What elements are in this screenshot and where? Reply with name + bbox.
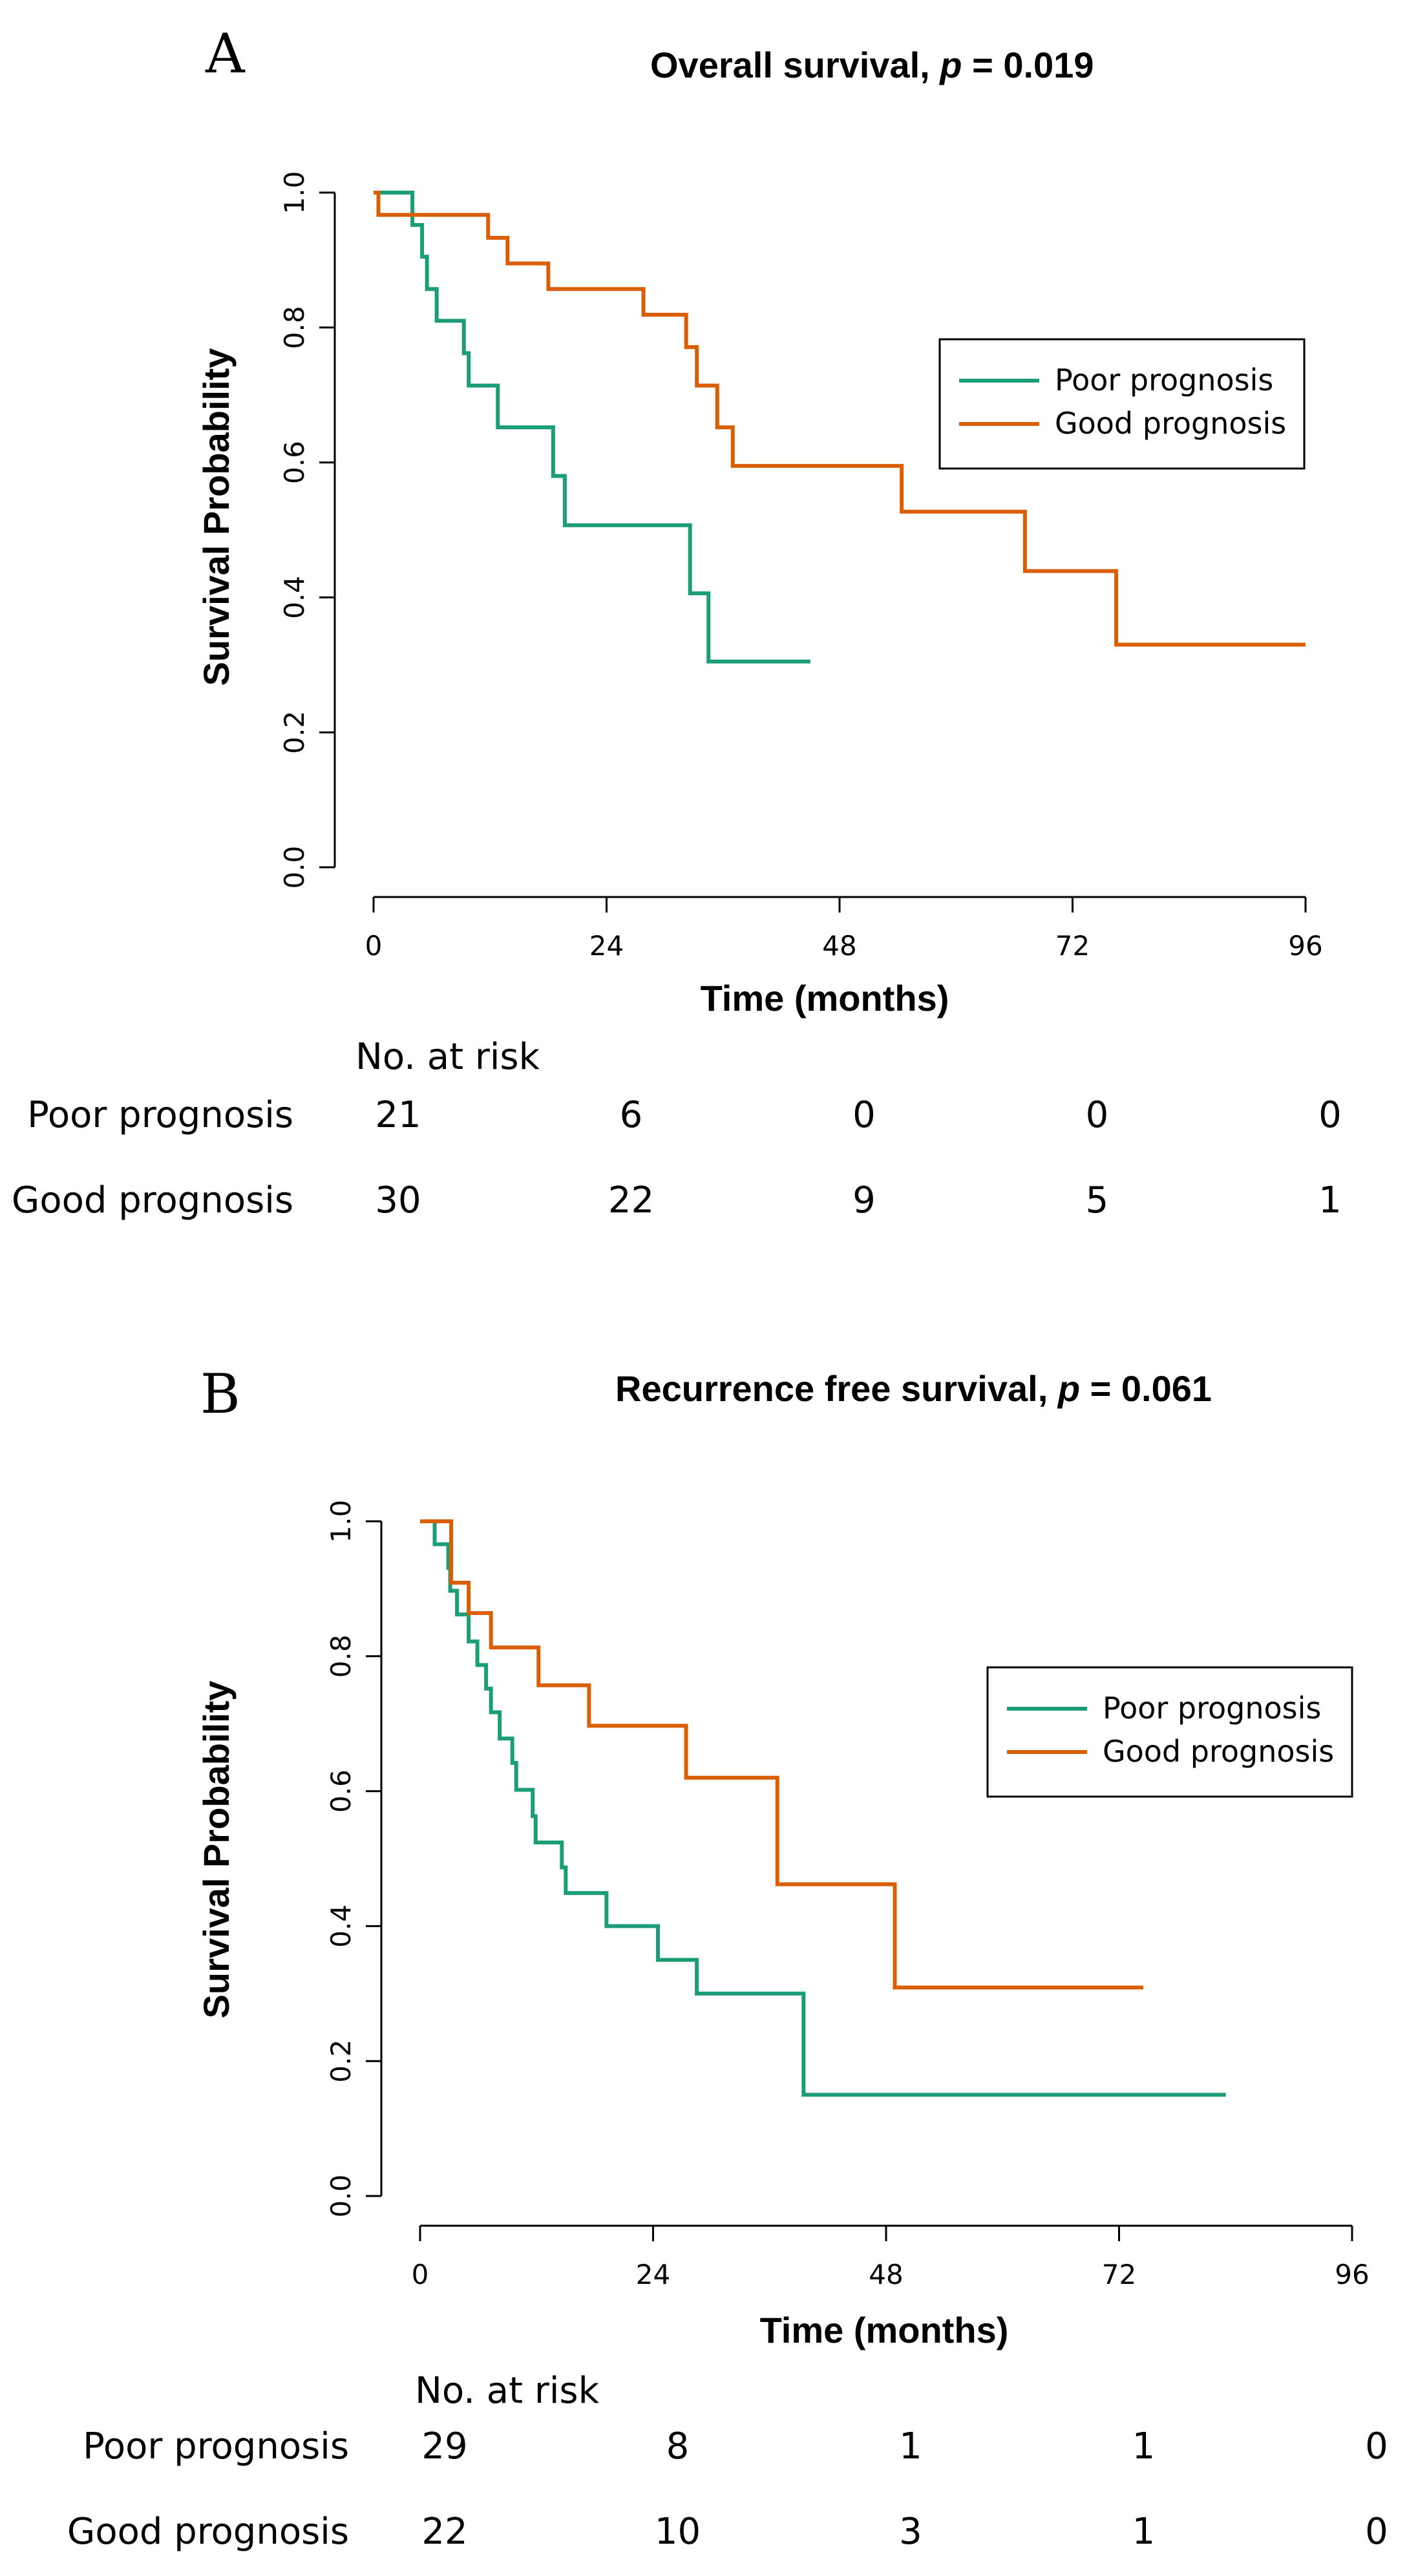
title-a-p-label: p: [938, 45, 962, 85]
title-b-text: Recurrence free survival,: [615, 1368, 1048, 1409]
risk-value-a-good-3: 5: [1086, 1179, 1109, 1221]
legend-label-b-good: Good prognosis: [1103, 1734, 1334, 1769]
y-tick-label-a-1: 0.2: [279, 711, 310, 754]
risk-row-label-a-good: Good prognosis: [12, 1179, 293, 1221]
risk-value-a-poor-4: 0: [1318, 1094, 1342, 1136]
panel-letter-b: B: [200, 1362, 240, 1426]
risk-value-b-poor-0: 29: [421, 2425, 467, 2467]
axes-a: 0 24 48 72 96 0.0 0.2 0.4 0.6 0.8 1.0: [279, 171, 1323, 962]
x-tick-label-a-3: 72: [1055, 930, 1090, 962]
risk-header-b: No. at risk: [415, 2370, 600, 2412]
risk-header-a: No. at risk: [355, 1036, 540, 1078]
risk-value-a-poor-2: 0: [852, 1094, 876, 1136]
y-tick-label-b-4: 0.8: [325, 1634, 357, 1678]
legend-label-a-good: Good prognosis: [1055, 406, 1286, 441]
risk-value-a-poor-0: 21: [375, 1094, 421, 1136]
y-tick-label-b-3: 0.6: [325, 1769, 357, 1813]
y-tick-label-a-5: 1.0: [279, 171, 310, 215]
risk-row-label-a-poor: Poor prognosis: [27, 1094, 293, 1136]
x-tick-label-b-2: 48: [869, 2259, 903, 2290]
legend-box-a: [938, 338, 1306, 470]
y-tick-label-a-4: 0.8: [279, 306, 310, 349]
series-b: [420, 1519, 1226, 2097]
x-tick-label-a-0: 0: [365, 930, 383, 962]
x-axis-title-b: Time (months): [760, 2310, 1009, 2350]
km-curve-b-poor: [420, 1519, 1226, 2097]
km-curve-a-good: [374, 191, 1306, 647]
x-tick-label-b-4: 96: [1335, 2259, 1369, 2290]
km-curve-a-poor: [374, 191, 810, 664]
panel-b: B Recurrence free survival, p = 0.061 0 2…: [67, 1362, 1388, 2553]
y-tick-label-a-2: 0.4: [279, 576, 310, 619]
x-tick-label-a-1: 24: [589, 930, 624, 962]
risk-row-label-b-good: Good prognosis: [67, 2511, 349, 2553]
risk-value-b-good-2: 3: [899, 2511, 922, 2553]
risk-value-a-good-1: 22: [608, 1179, 654, 1221]
x-tick-label-b-0: 0: [412, 2259, 429, 2290]
plot-b: 0 24 48 72 96 0.0 0.2 0.4 0.6 0.8 1.0: [325, 1500, 1370, 2290]
x-tick-label-a-4: 96: [1288, 930, 1322, 962]
legend-b: Poor prognosis Good prognosis: [986, 1666, 1353, 1798]
risk-value-b-good-3: 1: [1132, 2511, 1156, 2553]
y-axis-title-a: Survival Probability: [196, 348, 237, 686]
km-curve-b-good: [420, 1519, 1144, 1990]
panel-letter-a: A: [205, 22, 246, 85]
y-tick-label-a-0: 0.0: [279, 846, 310, 889]
x-tick-label-b-3: 72: [1102, 2259, 1136, 2290]
risk-values-b: 29 8 1 1 022 10 3 1 0: [421, 2425, 1388, 2553]
title-b-p-value: = 0.061: [1090, 1368, 1212, 1409]
risk-value-b-good-4: 0: [1365, 2511, 1388, 2553]
x-tick-label-b-1: 24: [636, 2259, 670, 2290]
x-tick-label-a-2: 48: [822, 930, 856, 962]
risk-value-b-good-1: 10: [655, 2511, 701, 2553]
risk-table-a: No. at risk Poor prognosis Good prognosi…: [12, 1036, 1342, 1221]
axes-b: 0 24 48 72 96 0.0 0.2 0.4 0.6 0.8 1.0: [325, 1500, 1370, 2290]
y-tick-label-b-0: 0.0: [325, 2175, 357, 2218]
risk-value-b-poor-1: 8: [666, 2425, 690, 2467]
title-b: Recurrence free survival, p = 0.061: [615, 1368, 1212, 1409]
risk-value-a-poor-3: 0: [1086, 1094, 1109, 1136]
y-axis-title-b: Survival Probability: [196, 1681, 237, 2019]
y-tick-label-b-2: 0.4: [325, 1905, 357, 1948]
title-a-text: Overall survival,: [650, 45, 930, 85]
y-tick-label-b-1: 0.2: [325, 2040, 357, 2083]
legend-box-b: [986, 1666, 1353, 1798]
risk-table-b: No. at risk Poor prognosis Good prognosi…: [67, 2370, 1388, 2553]
risk-value-b-poor-2: 1: [899, 2425, 922, 2467]
title-a: Overall survival, p = 0.019: [650, 45, 1094, 85]
panel-a: A Overall survival, p = 0.019 0 24 48 72 960…: [12, 22, 1342, 1221]
risk-row-label-b-poor: Poor prognosis: [83, 2425, 349, 2467]
risk-value-b-poor-3: 1: [1132, 2425, 1156, 2467]
plot-a: 0 24 48 72 96 0.0 0.2 0.4 0.6 0.8 1.0: [279, 171, 1323, 962]
title-b-p-label: p: [1057, 1368, 1080, 1409]
title-a-p-value: = 0.019: [972, 45, 1094, 85]
legend-label-a-poor: Poor prognosis: [1055, 363, 1273, 397]
legend-a: Poor prognosis Good prognosis: [938, 338, 1306, 470]
risk-value-a-good-4: 1: [1318, 1179, 1342, 1221]
series-a: [374, 191, 1306, 664]
legend-label-b-poor: Poor prognosis: [1103, 1691, 1321, 1726]
risk-value-b-poor-4: 0: [1365, 2425, 1388, 2467]
y-tick-label-a-3: 0.6: [279, 441, 310, 484]
risk-values-a: 21 6 0 0 0 30 22 9 5 1: [375, 1094, 1341, 1221]
risk-value-b-good-0: 22: [421, 2511, 467, 2553]
risk-value-a-good-0: 30: [375, 1179, 421, 1221]
y-tick-label-b-5: 1.0: [325, 1500, 357, 1543]
risk-value-a-poor-1: 6: [620, 1094, 643, 1136]
risk-value-a-good-2: 9: [852, 1179, 876, 1221]
x-axis-title-a: Time (months): [701, 978, 949, 1019]
